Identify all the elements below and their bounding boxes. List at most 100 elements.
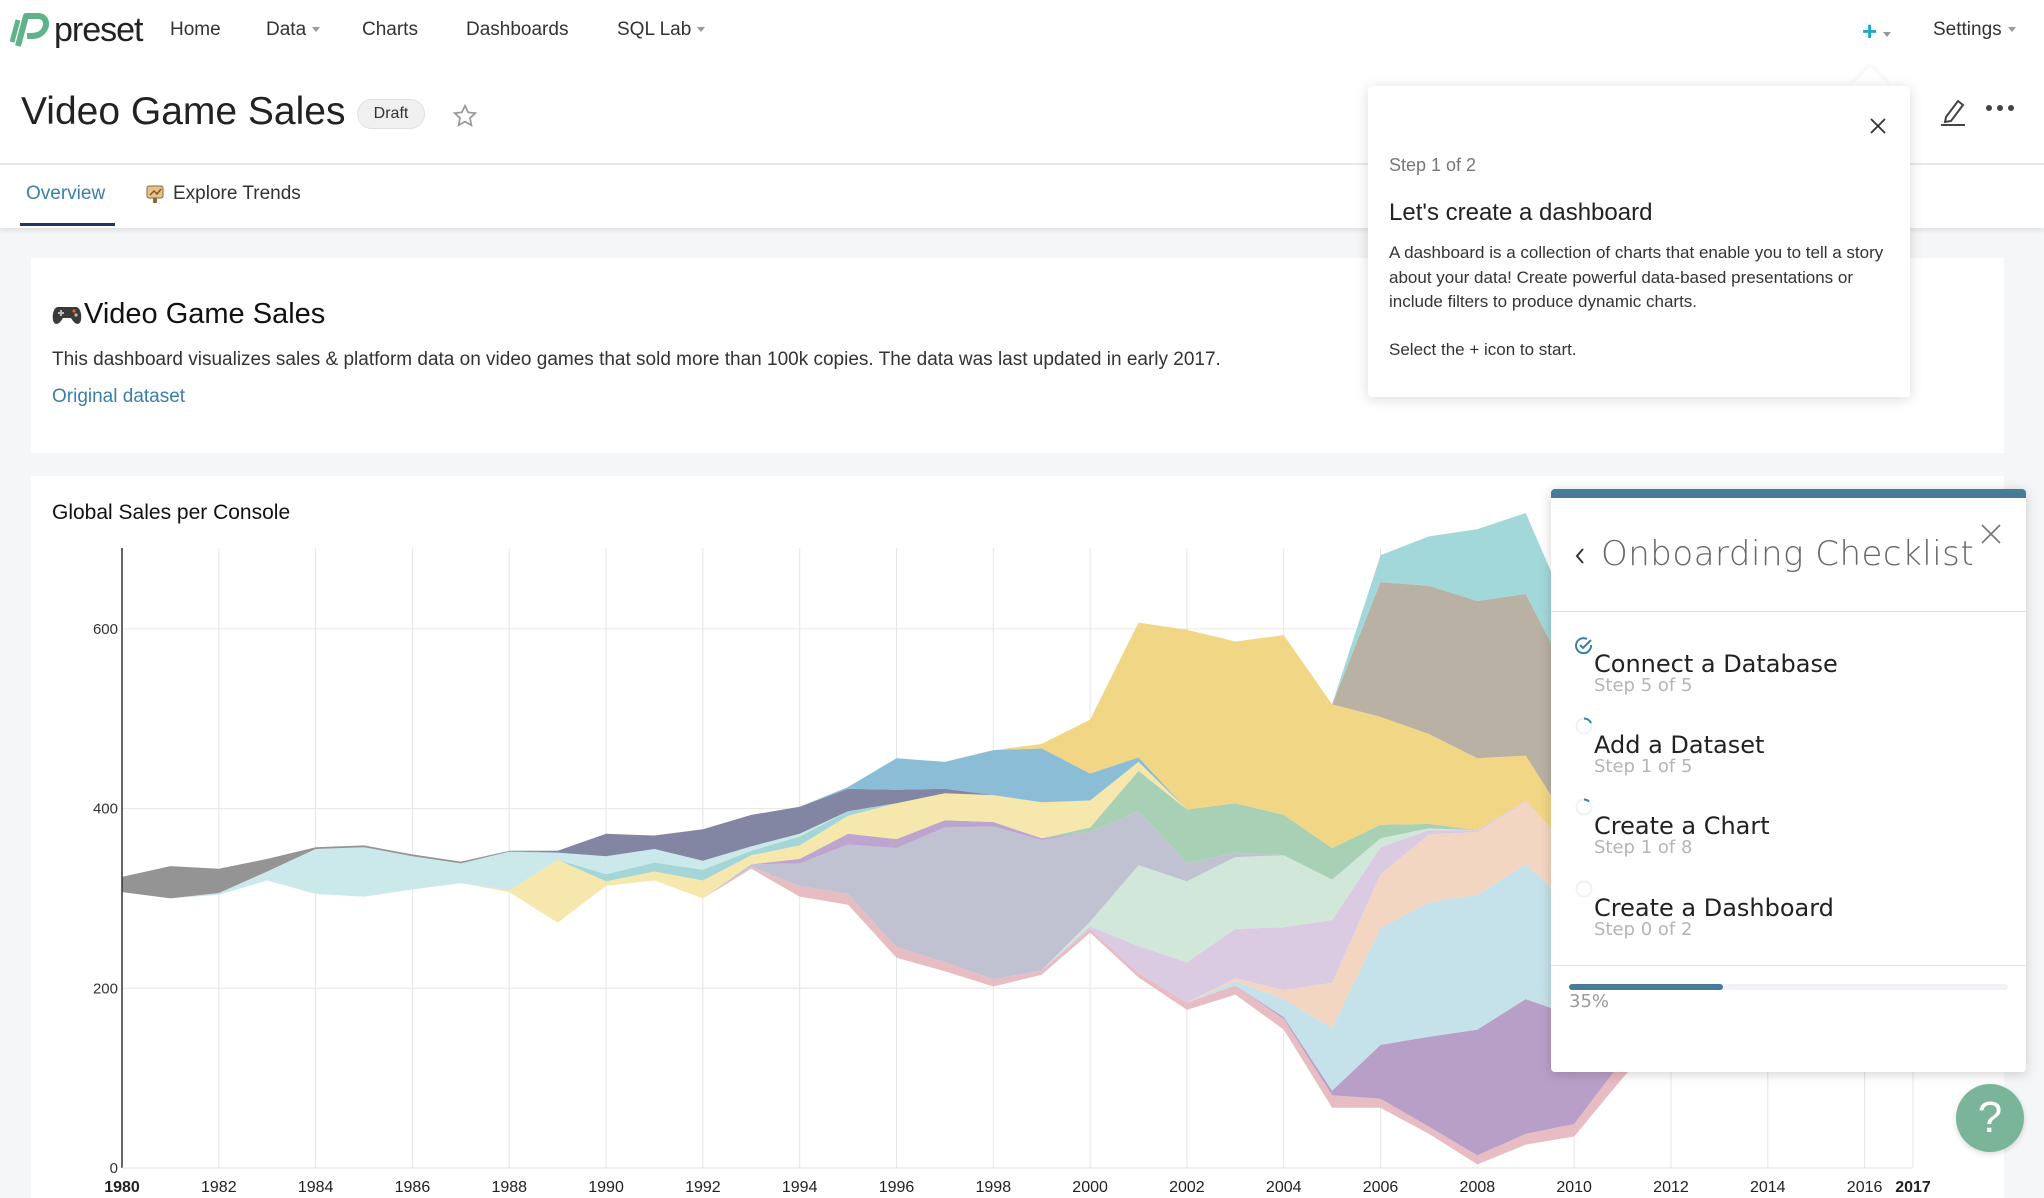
- empty-circle-icon: [1575, 880, 1593, 898]
- checklist-progress-bar: [1569, 984, 2008, 990]
- game-controller-icon: [52, 306, 82, 324]
- caret-down-icon: [2007, 27, 2016, 33]
- series-area-17: [122, 582, 1913, 938]
- progress-spinner-icon: [1575, 798, 1593, 816]
- x-tick-label: 2000: [1072, 1179, 1108, 1196]
- x-tick-label: 1994: [782, 1179, 818, 1196]
- areas: [122, 512, 1913, 1165]
- preset-logo-icon: [10, 13, 49, 47]
- tab-explore-trends[interactable]: Explore Trends: [145, 183, 301, 205]
- brand-logo[interactable]: preset: [10, 10, 143, 50]
- x-tick-label: 2017: [1895, 1179, 1931, 1196]
- y-tick-label: 200: [93, 980, 118, 997]
- draft-badge[interactable]: Draft: [357, 99, 425, 129]
- y-tick-label: 400: [93, 801, 118, 818]
- x-tick-label: 1986: [395, 1179, 431, 1196]
- close-icon[interactable]: [1866, 114, 1890, 138]
- checklist-item-step: Step 0 of 2: [1594, 919, 1693, 940]
- divider: [0, 163, 2044, 165]
- nav-sql-lab[interactable]: SQL Lab: [617, 19, 706, 41]
- onboarding-tooltip: [1368, 86, 1910, 397]
- top-navigation: preset Home Data Charts Dashboards SQL L…: [0, 0, 2044, 64]
- x-tick-label: 1984: [298, 1179, 334, 1196]
- x-tick-label: 2002: [1169, 1179, 1205, 1196]
- checklist-item-title: Connect a Database: [1594, 650, 1838, 678]
- divider: [1551, 965, 2026, 966]
- add-new-button[interactable]: +: [1862, 16, 1892, 47]
- onboarding-checklist-panel: [1551, 489, 2026, 1072]
- caret-down-icon: [1883, 32, 1892, 38]
- back-chevron-icon[interactable]: [1573, 545, 1587, 567]
- nav-data[interactable]: Data: [266, 19, 321, 41]
- checklist-title: Onboarding Checklist: [1601, 534, 1975, 574]
- plus-icon: +: [1862, 16, 1878, 46]
- brand-name: preset: [54, 10, 143, 49]
- caret-down-icon: [312, 27, 321, 33]
- series-area-4: [122, 801, 1913, 1028]
- checklist-item-title: Create a Chart: [1594, 812, 1770, 840]
- close-icon[interactable]: [1979, 522, 2003, 546]
- x-tick-label: 1982: [201, 1179, 237, 1196]
- checklist-item-title: Create a Dashboard: [1594, 894, 1834, 922]
- x-tick-label: 2012: [1653, 1179, 1689, 1196]
- x-tick-label: 1990: [588, 1179, 624, 1196]
- y-tick-label: 0: [110, 1160, 118, 1177]
- checklist-item-step: Step 1 of 8: [1594, 837, 1693, 858]
- nav-label: Dashboards: [466, 19, 569, 40]
- panel-accent-bar: [1551, 489, 2026, 498]
- progress-spinner-icon: [1575, 717, 1593, 735]
- tab-label: Explore Trends: [173, 183, 301, 204]
- y-tick-label: 600: [93, 621, 118, 638]
- nav-charts[interactable]: Charts: [362, 19, 418, 41]
- nav-label: Charts: [362, 19, 418, 40]
- tooltip-heading: Let's create a dashboard: [1389, 199, 1653, 226]
- settings-label: Settings: [1933, 19, 2002, 40]
- series-area-3: [122, 864, 1913, 1091]
- tooltip-step: Step 1 of 2: [1389, 155, 1477, 175]
- original-dataset-link[interactable]: Original dataset: [52, 386, 186, 407]
- star-icon[interactable]: [452, 103, 478, 129]
- x-tick-label: 1980: [104, 1179, 140, 1196]
- series-area-15: [122, 748, 1913, 938]
- x-tick-label: 2008: [1460, 1179, 1496, 1196]
- series-area-7: [122, 800, 1913, 980]
- nav-label: Data: [266, 19, 307, 40]
- x-tick-label: 1988: [491, 1179, 527, 1196]
- more-options-icon[interactable]: [1985, 103, 2015, 113]
- heading-text: Video Game Sales: [84, 298, 326, 330]
- checklist-item-title: Add a Dataset: [1594, 731, 1765, 759]
- x-tick-label: 1996: [879, 1179, 915, 1196]
- x-tick-label: 2016: [1847, 1179, 1883, 1196]
- chart-title: Global Sales per Console: [52, 501, 291, 524]
- nav-label: SQL Lab: [617, 19, 692, 40]
- tab-overview[interactable]: Overview: [26, 183, 106, 204]
- caret-down-icon: [697, 27, 706, 33]
- markdown-heading: Video Game Sales: [52, 298, 325, 331]
- tooltip-body: A dashboard is a collection of charts th…: [1389, 243, 1884, 311]
- x-tick-label: 1992: [685, 1179, 721, 1196]
- nav-dashboards[interactable]: Dashboards: [466, 19, 568, 41]
- help-button[interactable]: ?: [1956, 1084, 2024, 1152]
- progress-fill: [1569, 984, 1723, 990]
- tooltip-cta: Select the + icon to start.: [1389, 340, 1577, 359]
- checklist-item-step: Step 1 of 5: [1594, 756, 1693, 777]
- divider: [1551, 611, 2026, 612]
- dashboard-title[interactable]: Video Game Sales: [21, 90, 346, 133]
- axes: 1980 1982 1984 1986 1988 1990 1992 1994 1996 1998…: [93, 548, 1931, 1196]
- check-circle-icon: [1575, 637, 1593, 655]
- series-area-2: [122, 866, 1913, 1156]
- x-tick-label: 2014: [1750, 1179, 1786, 1196]
- series-area-10: [122, 761, 1913, 938]
- x-tick-label: 2010: [1556, 1179, 1592, 1196]
- settings-menu[interactable]: Settings: [1933, 19, 2016, 41]
- x-tick-label: 1998: [976, 1179, 1012, 1196]
- progress-label: 35%: [1569, 991, 1610, 1012]
- checklist-item-step: Step 5 of 5: [1594, 675, 1693, 696]
- markdown-description: This dashboard visualizes sales & platfo…: [52, 349, 1221, 370]
- trends-emoji-icon: [146, 185, 164, 203]
- nav-label: Home: [170, 19, 221, 40]
- nav-home[interactable]: Home: [170, 19, 221, 41]
- active-tab-indicator: [20, 223, 115, 226]
- edit-pencil-icon[interactable]: [1938, 95, 1968, 127]
